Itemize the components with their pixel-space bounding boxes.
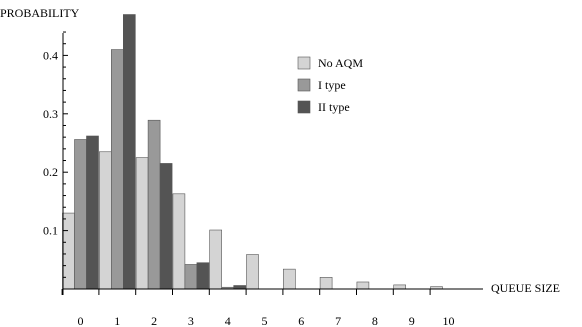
legend-label: II type [318, 100, 350, 114]
legend: No AQM I type II type [297, 56, 363, 114]
bar-no-aqm-q4 [209, 229, 222, 290]
bar-i-type-q2 [147, 119, 161, 290]
y-tick-label: 0.3 [43, 107, 58, 121]
x-tick-label: 10 [443, 314, 455, 327]
x-tick-label: 1 [114, 314, 120, 327]
y-tick-label: 0.1 [43, 224, 58, 238]
legend-label: I type [318, 78, 346, 92]
bar-no-aqm-q9 [393, 284, 407, 290]
bar-no-aqm-q6 [282, 268, 296, 290]
y-tick-label: 0.4 [43, 48, 58, 62]
bar-no-aqm-q3 [172, 193, 186, 290]
y-tick-label: 0.2 [43, 165, 58, 179]
bar-i-type-q3 [184, 264, 198, 290]
bar-i-type-q0 [74, 139, 87, 290]
bars-layer [62, 14, 443, 290]
x-tick-label: 5 [262, 314, 268, 327]
bar-no-aqm-q7 [319, 277, 333, 290]
x-ticks: 0 1 2 3 4 5 6 7 8 9 10 [61, 289, 455, 327]
legend-swatch-i-type [297, 78, 311, 92]
bar-ii-type-q4 [233, 285, 246, 290]
x-tick-label: 6 [298, 314, 304, 327]
bar-ii-type-q2 [159, 163, 173, 290]
bar-i-type-q1 [111, 49, 124, 290]
y-ticks: 0.1 0.2 0.3 0.4 [43, 31, 68, 278]
x-tick-label: 0 [78, 314, 84, 327]
bar-ii-type-q1 [123, 14, 136, 290]
x-axis-label: QUEUE SIZE [491, 281, 560, 295]
bar-no-aqm-q5 [246, 254, 259, 290]
x-tick-label: 2 [151, 314, 157, 327]
legend-label: No AQM [318, 56, 363, 70]
bar-ii-type-q3 [196, 262, 210, 290]
x-tick-label: 7 [335, 314, 341, 327]
y-axis-label: PROBABILITY [0, 6, 80, 20]
x-tick-label: 8 [372, 314, 378, 327]
bar-no-aqm-q1 [99, 151, 112, 290]
legend-swatch-no-aqm [297, 56, 311, 70]
legend-swatch-ii-type [297, 100, 311, 114]
x-tick-label: 3 [188, 314, 194, 327]
x-tick-label: 9 [409, 314, 415, 327]
bar-no-aqm-q2 [135, 157, 149, 290]
x-tick-label: 4 [225, 314, 231, 327]
bar-no-aqm-q8 [356, 281, 370, 290]
bar-ii-type-q0 [86, 135, 99, 290]
